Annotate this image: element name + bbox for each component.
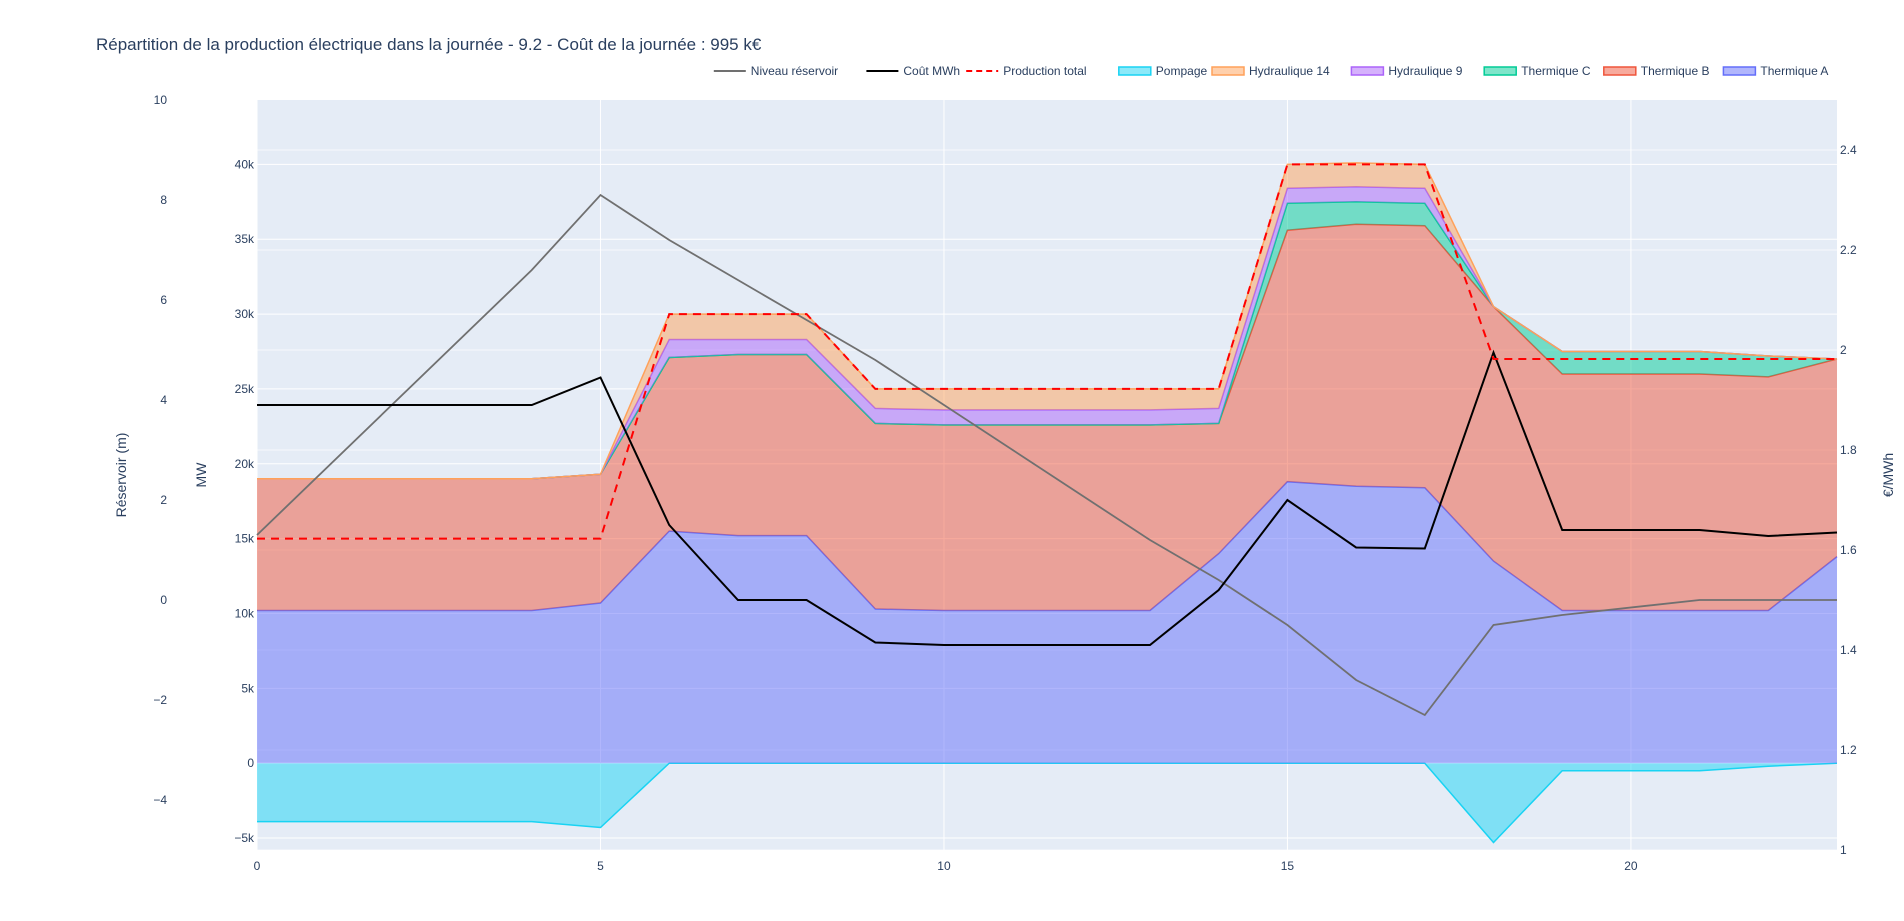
legend-label: Hydraulique 9 [1388, 64, 1462, 78]
yaxis-reservoir-title: Réservoir (m) [113, 433, 129, 518]
legend-item-thermB[interactable]: Thermique B [1603, 64, 1710, 78]
y-cost-tick-label: 2.4 [1840, 143, 1857, 157]
y-mw-tick-label: 40k [235, 157, 255, 171]
y-cost-tick-label: 2 [1840, 343, 1847, 357]
legend-swatch [1483, 66, 1517, 76]
legend-item-hydro14[interactable]: Hydraulique 14 [1211, 64, 1330, 78]
y-mw-tick-label: 10k [235, 606, 255, 620]
legend-label: Thermique B [1641, 64, 1710, 78]
legend-item-thermC[interactable]: Thermique C [1483, 64, 1591, 78]
x-tick-label: 20 [1624, 859, 1638, 873]
legend-swatch [1211, 66, 1245, 76]
y-mw-tick-label: −5k [234, 831, 255, 845]
legend-item-pompage[interactable]: Pompage [1118, 64, 1208, 78]
chart-title: Répartition de la production électrique … [96, 35, 762, 54]
legend-label: Thermique A [1760, 64, 1828, 78]
axis-ticks: 0 5 10 15 20−5k05k10k15k20k25k30k35k40k11.21… [153, 93, 1857, 873]
legend-label: Thermique C [1521, 64, 1591, 78]
y-cost-tick-label: 1.8 [1840, 443, 1857, 457]
y-reservoir-tick-label: 0 [160, 593, 167, 607]
x-tick-label: 15 [1281, 859, 1295, 873]
legend-item-thermA[interactable]: Thermique A [1722, 64, 1828, 78]
y-cost-tick-label: 2.2 [1840, 243, 1857, 257]
y-cost-tick-label: 1.2 [1840, 743, 1857, 757]
y-reservoir-tick-label: 8 [160, 193, 167, 207]
line-niveau-reservoir [256, 193, 1837, 717]
y-mw-tick-label: 35k [235, 232, 255, 246]
y-mw-tick-label: 30k [235, 307, 255, 321]
y-reservoir-tick-label: 10 [154, 93, 168, 107]
y-cost-tick-label: 1 [1840, 843, 1847, 857]
legend-label: Production total [1003, 64, 1086, 78]
series-lines [256, 163, 1838, 717]
legend-item-cout[interactable]: Coût MWh [866, 64, 960, 78]
legend-label: Niveau réservoir [751, 64, 838, 78]
area-thermB [257, 224, 1837, 611]
yaxis-cost-title: €/MWh [1880, 453, 1896, 497]
x-tick-label: 5 [597, 859, 604, 873]
line-production-total [257, 163, 1837, 540]
legend-swatch [1350, 66, 1385, 76]
x-tick-label: 10 [937, 859, 951, 873]
legend-label: Pompage [1156, 64, 1208, 78]
legend-item-niveau[interactable]: Niveau réservoir [713, 64, 838, 78]
y-cost-tick-label: 1.4 [1840, 643, 1857, 657]
legend-label: Coût MWh [903, 64, 960, 78]
y-mw-tick-label: 0 [247, 756, 254, 770]
legend-item-hydro9[interactable]: Hydraulique 9 [1350, 64, 1463, 78]
legend-label: Hydraulique 14 [1249, 64, 1330, 78]
x-tick-label: 0 [254, 859, 261, 873]
y-mw-tick-label: 15k [235, 532, 255, 546]
y-reservoir-tick-label: 6 [160, 293, 167, 307]
y-reservoir-tick-label: −4 [153, 793, 167, 807]
y-reservoir-tick-label: 2 [160, 493, 167, 507]
legend-swatch [1722, 66, 1757, 76]
y-mw-tick-label: 5k [241, 681, 255, 695]
legend-swatch [1603, 66, 1637, 76]
area-hydro9 [257, 186, 1837, 479]
y-reservoir-tick-label: 4 [160, 393, 167, 407]
y-cost-tick-label: 1.6 [1840, 543, 1857, 557]
legend[interactable]: Niveau réservoir Coût MWh Production total… [713, 64, 1829, 78]
y-mw-tick-label: 25k [235, 382, 255, 396]
legend-swatch [1118, 66, 1152, 76]
y-mw-tick-label: 20k [235, 457, 255, 471]
legend-item-total[interactable]: Production total [966, 64, 1087, 78]
y-reservoir-tick-label: −2 [153, 693, 167, 707]
yaxis-mw-title: MW [193, 462, 209, 488]
line-cout-mwh [257, 349, 1838, 646]
